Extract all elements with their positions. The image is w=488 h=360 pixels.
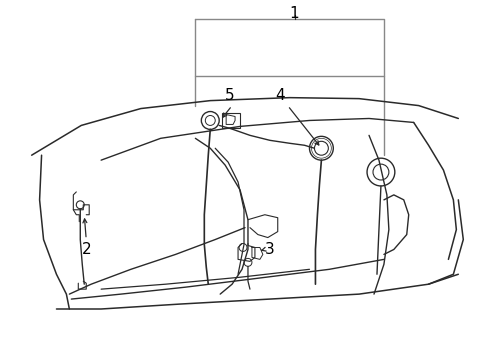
Text: 5: 5 xyxy=(225,88,234,103)
Text: 4: 4 xyxy=(274,88,284,103)
Text: 2: 2 xyxy=(81,242,91,257)
Text: 1: 1 xyxy=(289,6,299,21)
Text: 3: 3 xyxy=(264,242,274,257)
Bar xyxy=(222,113,240,129)
